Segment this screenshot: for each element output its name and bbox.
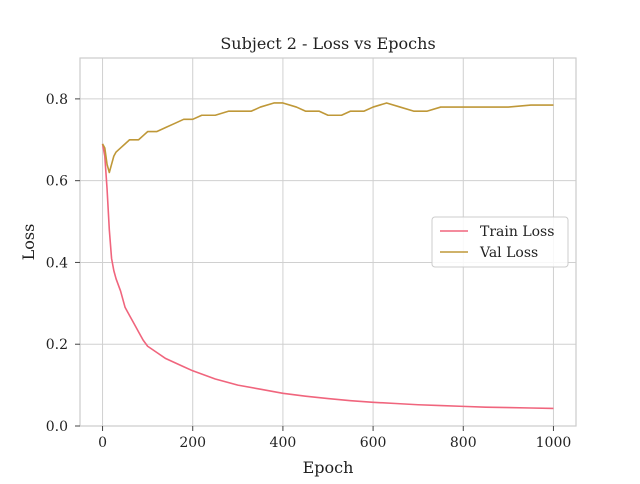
tick-labels: 0 200 400 600 800 1000 0.0 0.2 0.4 0.6 0.8: [46, 92, 572, 451]
y-tick-label: 0.6: [46, 174, 68, 190]
plot-frame: [79, 57, 577, 427]
x-tick-label: 200: [179, 435, 206, 451]
legend-label-train-loss: Train Loss: [480, 224, 554, 240]
y-tick-label: 0.4: [46, 255, 68, 271]
legend-box: [431, 216, 569, 268]
x-tick-label: 1000: [536, 435, 572, 451]
series-line-train-loss: [101, 143, 554, 410]
y-axis-title: Loss: [19, 224, 38, 261]
grid: [80, 58, 576, 427]
x-tick-label: 400: [270, 435, 297, 451]
x-tick-label: 800: [450, 435, 477, 451]
legend-label-val-loss: Val Loss: [479, 245, 538, 261]
y-tick-label: 0.2: [46, 337, 68, 353]
x-tick-label: 0: [98, 435, 107, 451]
x-axis-title: Epoch: [303, 458, 354, 477]
series-line-val-loss: [101, 102, 554, 174]
legend: Train Loss Val Loss: [431, 216, 569, 268]
x-tick-label: 600: [360, 435, 387, 451]
y-tick-label: 0.0: [46, 419, 68, 435]
series-layer: [101, 102, 554, 410]
chart-title: Subject 2 - Loss vs Epochs: [220, 34, 435, 53]
y-tick-label: 0.8: [46, 92, 68, 108]
